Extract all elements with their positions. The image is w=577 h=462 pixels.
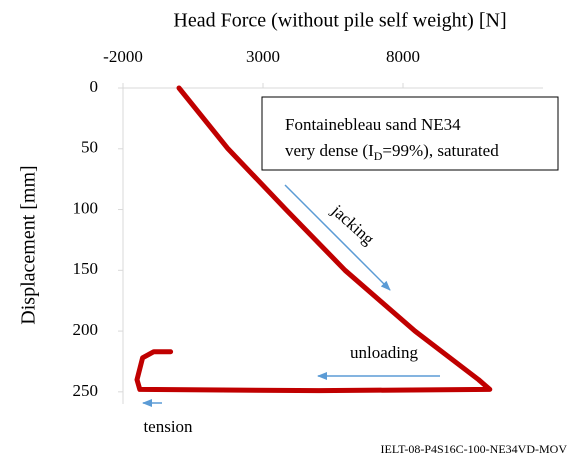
y-tick-label: 50 xyxy=(81,138,98,157)
annotation: unloading xyxy=(350,343,418,362)
x-tick-label: 3000 xyxy=(246,47,280,66)
y-tick-label: 0 xyxy=(90,77,99,96)
y-tick-label: 100 xyxy=(73,198,99,217)
x-tick-label: -2000 xyxy=(103,47,143,66)
x-axis-title: Head Force (without pile self weight) [N… xyxy=(173,10,506,32)
annotation: tension xyxy=(143,417,193,436)
x-tick-label: 8000 xyxy=(386,47,420,66)
y-tick-label: 200 xyxy=(73,320,99,339)
note-line: Fontainebleau sand NE34 xyxy=(285,115,461,134)
y-axis-title: Displacement [mm] xyxy=(18,165,40,324)
note-line: very dense (ID=99%), saturated xyxy=(285,141,499,163)
annotation: jacking xyxy=(327,200,378,249)
footer: IELT-08-P4S16C-100-NE34VD-MOV xyxy=(381,442,568,456)
arrow xyxy=(284,184,391,291)
data-line xyxy=(134,85,493,394)
y-tick-label: 150 xyxy=(73,259,99,278)
y-tick-label: 250 xyxy=(73,381,99,400)
note-box xyxy=(261,96,559,171)
